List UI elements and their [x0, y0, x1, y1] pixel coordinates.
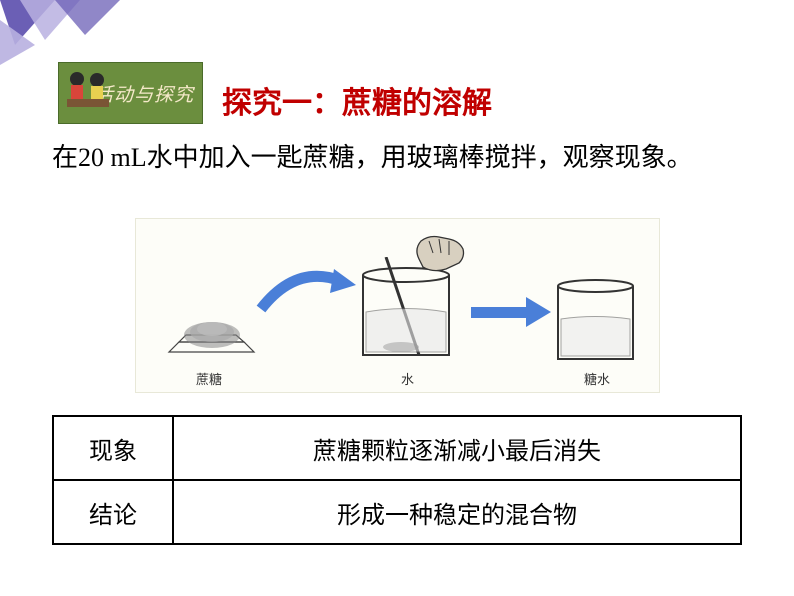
arrow-icon — [471, 297, 551, 327]
row-header: 结论 — [53, 480, 173, 544]
diagram-label-sugarwater: 糖水 — [584, 369, 610, 388]
diagram-label-water: 水 — [401, 369, 414, 388]
arrow-icon — [256, 259, 356, 319]
activity-badge: 活动与探究 — [58, 62, 203, 124]
corner-decoration — [0, 0, 120, 70]
table-row: 现象 蔗糖颗粒逐渐减小最后消失 — [53, 416, 741, 480]
results-table: 现象 蔗糖颗粒逐渐减小最后消失 结论 形成一种稳定的混合物 — [52, 415, 742, 545]
kids-icon — [63, 69, 113, 109]
sugar-pile-icon — [164, 307, 259, 357]
diagram-label-sugar: 蔗糖 — [196, 369, 222, 388]
page-title: 探究一：蔗糖的溶解 — [222, 78, 492, 122]
row-value: 蔗糖颗粒逐渐减小最后消失 — [173, 416, 741, 480]
beaker-result-icon — [548, 274, 643, 364]
instruction-text: 在20 mL水中加入一匙蔗糖，用玻璃棒搅拌，观察现象。 — [52, 140, 742, 176]
row-header: 现象 — [53, 416, 173, 480]
experiment-diagram: 蔗糖 水 糖水 — [135, 218, 660, 393]
row-value: 形成一种稳定的混合物 — [173, 480, 741, 544]
table-row: 结论 形成一种稳定的混合物 — [53, 480, 741, 544]
hand-icon — [411, 231, 471, 273]
